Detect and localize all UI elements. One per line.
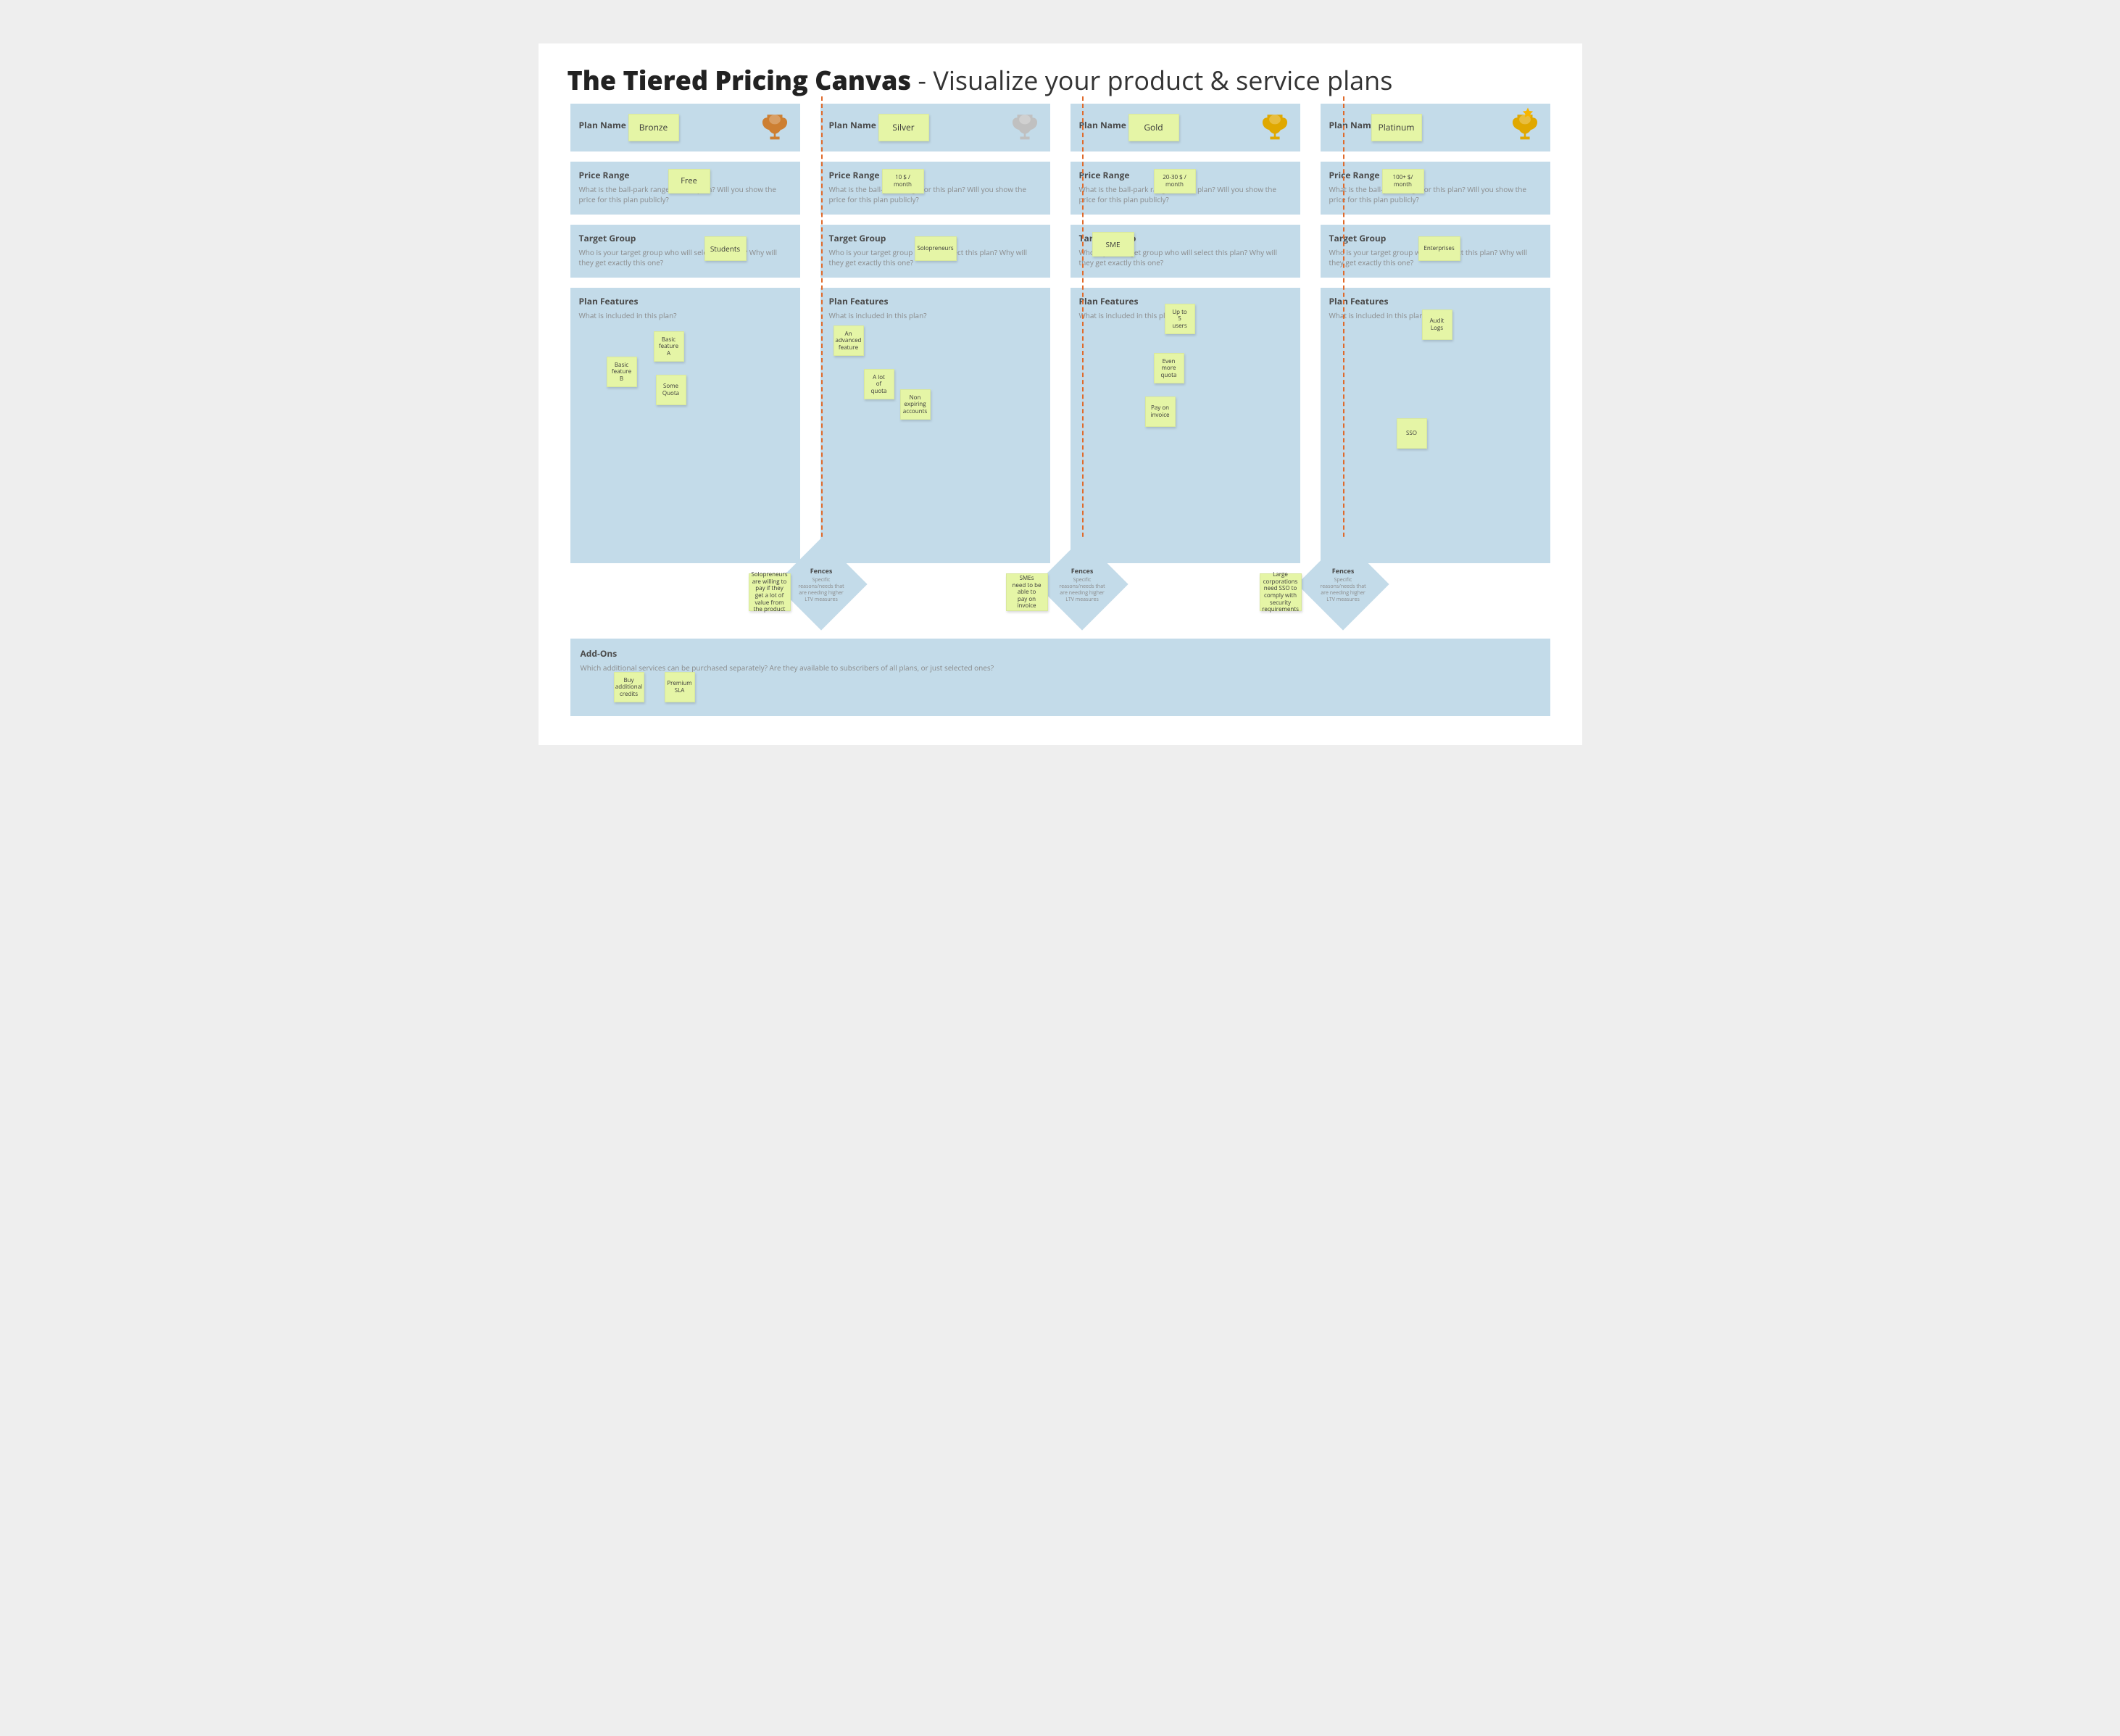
plan-name-block: Plan Name Platinum — [1321, 104, 1550, 151]
page-title: The Tiered Pricing Canvas - Visualize yo… — [568, 64, 1553, 96]
features-label: Plan Features — [829, 295, 1042, 307]
plan-name-sticky[interactable]: Platinum — [1371, 114, 1422, 141]
plan-name-sticky[interactable]: Gold — [1128, 114, 1179, 141]
addons-wrap: Add-Ons Which additional services can be… — [539, 639, 1582, 716]
target-sticky[interactable]: SME — [1092, 232, 1134, 257]
addon-sticky[interactable]: Buy additional credits — [614, 672, 644, 702]
features-desc: What is included in this plan? — [579, 310, 791, 320]
target-group-block: Target Group Who is your target group wh… — [1071, 225, 1300, 278]
fence-title: Fences — [1331, 566, 1354, 576]
target-group-block: Target Group Who is your target group wh… — [1321, 225, 1550, 278]
addon-sticky[interactable]: Premium SLA — [665, 672, 695, 702]
features-block: Plan Features What is included in this p… — [570, 288, 800, 563]
price-range-block: Price Range What is the ball-park range … — [1321, 162, 1550, 215]
trophy-icon-wrap — [1010, 111, 1040, 141]
features-block: Plan Features What is included in this p… — [1071, 288, 1300, 563]
plan-name-label: Plan Name — [1329, 119, 1376, 131]
addons-desc: Which additional services can be purchas… — [581, 663, 1540, 673]
plan-column: Plan Name Platinum Price Range What is t… — [1310, 104, 1560, 573]
trophy-icon — [1260, 111, 1290, 141]
price-range-desc: What is the ball-park range for this pla… — [1329, 184, 1542, 204]
target-group-block: Target Group Who is your target group wh… — [570, 225, 800, 278]
feature-sticky[interactable]: Even more quota — [1154, 353, 1184, 383]
target-sticky[interactable]: Solopreneurs — [915, 236, 957, 261]
feature-sticky[interactable]: Basic feature B — [607, 357, 637, 387]
target-group-label: Target Group — [579, 232, 791, 244]
fence-desc: Specific reasons/needs that are needing … — [1055, 577, 1109, 603]
price-range-block: Price Range What is the ball-park range … — [1071, 162, 1300, 215]
plan-column: Plan Name Silver Price Range What is the… — [810, 104, 1060, 573]
feature-sticky[interactable]: Audit Logs — [1422, 310, 1452, 340]
trophy-icon-wrap — [1510, 111, 1540, 141]
addons-block: Add-Ons Which additional services can be… — [570, 639, 1550, 716]
feature-sticky[interactable]: Basic feature A — [654, 331, 684, 362]
feature-sticky[interactable]: Some Quota — [656, 375, 686, 405]
fence-desc: Specific reasons/needs that are needing … — [794, 577, 848, 603]
title-bold: The Tiered Pricing Canvas — [568, 62, 912, 98]
fence-diamond: FencesSpecific reasons/needs that are ne… — [1036, 538, 1128, 630]
plan-name-sticky[interactable]: Silver — [878, 114, 929, 141]
price-range-label: Price Range — [829, 169, 1042, 181]
trophy-icon — [760, 111, 790, 141]
plan-name-block: Plan Name Silver — [820, 104, 1050, 151]
plan-name-block: Plan Name Bronze — [570, 104, 800, 151]
plan-name-label: Plan Name — [829, 119, 876, 131]
canvas: The Tiered Pricing Canvas - Visualize yo… — [539, 43, 1582, 745]
target-sticky[interactable]: Enterprises — [1418, 236, 1460, 261]
feature-sticky[interactable]: Pay on invoice — [1145, 396, 1176, 427]
fence-diamond: FencesSpecific reasons/needs that are ne… — [1297, 538, 1389, 630]
price-sticky[interactable]: 20-30 $ / month — [1154, 169, 1196, 194]
divider-2 — [1082, 96, 1084, 602]
feature-sticky[interactable]: SSO — [1397, 418, 1427, 449]
plan-column: Plan Name Bronze Price Range What is the… — [560, 104, 810, 573]
features-desc: What is included in this plan? — [829, 310, 1042, 320]
price-sticky[interactable]: 100+ $/ month — [1382, 169, 1424, 194]
divider-3 — [1343, 96, 1344, 602]
plan-column: Plan Name Gold Price Range What is the b… — [1060, 104, 1310, 573]
price-sticky[interactable]: 10 $ / month — [882, 169, 924, 194]
star-icon — [1521, 107, 1534, 120]
fence-sticky[interactable]: SMEs need to be able to pay on invoice — [1006, 573, 1048, 611]
features-block: Plan Features What is included in this p… — [1321, 288, 1550, 563]
plan-name-label: Plan Name — [1079, 119, 1126, 131]
feature-sticky[interactable]: Up to 5 users — [1165, 304, 1195, 334]
fence-desc: Specific reasons/needs that are needing … — [1316, 577, 1370, 603]
title-rest: - Visualize your product & service plans — [911, 62, 1392, 98]
fence-sticky[interactable]: Large corporations need SSO to comply wi… — [1260, 573, 1302, 611]
fence-row: FencesSpecific reasons/needs that are ne… — [539, 552, 1582, 631]
trophy-icon-wrap — [760, 111, 790, 141]
plan-name-label: Plan Name — [579, 119, 626, 131]
plan-name-sticky[interactable]: Bronze — [628, 114, 679, 141]
price-range-block: Price Range What is the ball-park range … — [820, 162, 1050, 215]
fence-title: Fences — [810, 566, 832, 576]
features-label: Plan Features — [579, 295, 791, 307]
target-sticky[interactable]: Students — [704, 236, 747, 261]
price-sticky[interactable]: Free — [668, 169, 710, 194]
columns: Plan Name Bronze Price Range What is the… — [539, 104, 1582, 573]
feature-sticky[interactable]: Non expiring accounts — [900, 389, 931, 420]
plan-name-block: Plan Name Gold — [1071, 104, 1300, 151]
features-block: Plan Features What is included in this p… — [820, 288, 1050, 563]
target-group-block: Target Group Who is your target group wh… — [820, 225, 1050, 278]
feature-sticky[interactable]: A lot of quota — [864, 369, 894, 399]
divider-1 — [821, 96, 823, 602]
feature-sticky[interactable]: An advanced feature — [834, 325, 864, 356]
fence-title: Fences — [1071, 566, 1093, 576]
price-range-desc: What is the ball-park range for this pla… — [829, 184, 1042, 204]
target-group-desc: Who is your target group who will select… — [579, 247, 791, 267]
trophy-icon — [1010, 111, 1040, 141]
price-range-block: Price Range What is the ball-park range … — [570, 162, 800, 215]
addons-title: Add-Ons — [581, 647, 1540, 660]
features-label: Plan Features — [1329, 295, 1542, 307]
fence-sticky[interactable]: Solopreneurs are willing to pay if they … — [749, 573, 791, 611]
price-range-label: Price Range — [1329, 169, 1542, 181]
trophy-icon-wrap — [1260, 111, 1290, 141]
title-wrap: The Tiered Pricing Canvas - Visualize yo… — [539, 64, 1582, 104]
